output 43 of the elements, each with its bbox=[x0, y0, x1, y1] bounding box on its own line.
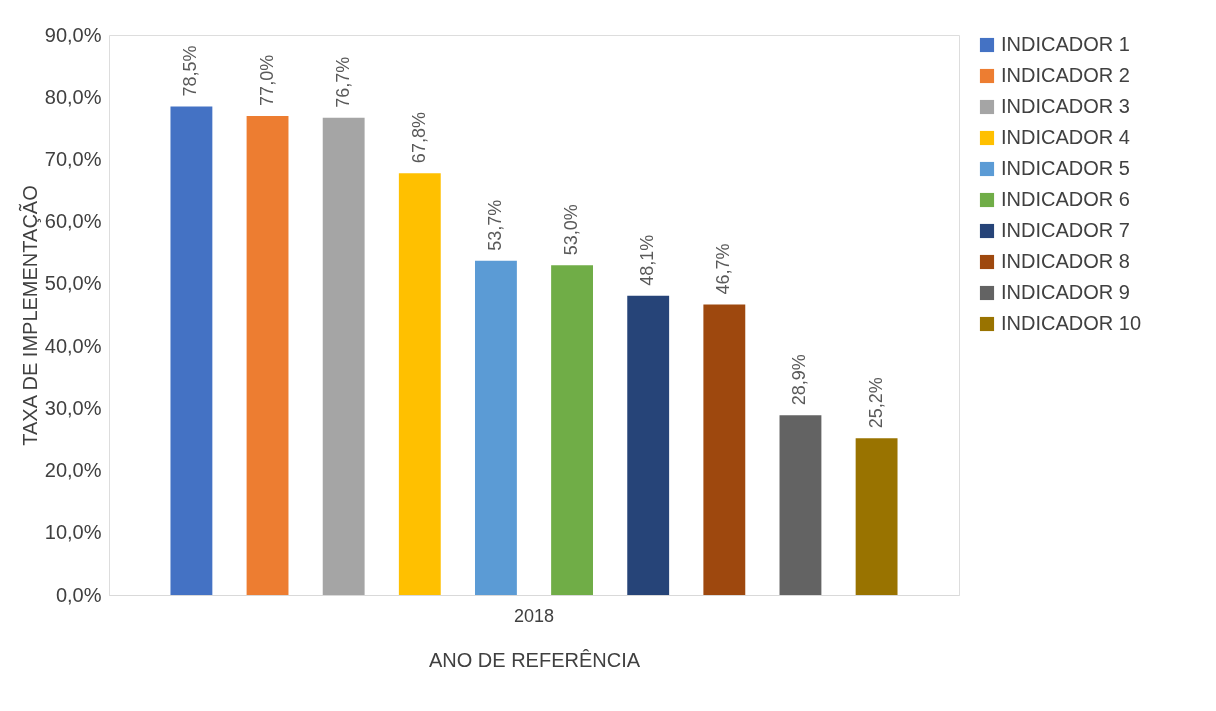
legend-label: INDICADOR 5 bbox=[1001, 157, 1130, 179]
y-tick-label: 70,0% bbox=[44, 147, 102, 170]
bar bbox=[398, 173, 441, 595]
data-label: 53,7% bbox=[484, 199, 505, 251]
legend-label: INDICADOR 7 bbox=[1001, 219, 1130, 241]
y-tick-label: 80,0% bbox=[44, 85, 102, 108]
legend-label: INDICADOR 4 bbox=[1001, 126, 1130, 148]
bar bbox=[246, 115, 289, 595]
data-label: 67,8% bbox=[408, 112, 429, 164]
y-tick-label: 90,0% bbox=[44, 23, 102, 46]
data-label: 76,7% bbox=[332, 56, 353, 108]
legend-label: INDICADOR 9 bbox=[1001, 281, 1130, 303]
data-label: 53,0% bbox=[561, 204, 582, 256]
y-tick-label: 0,0% bbox=[55, 583, 102, 606]
y-tick-label: 30,0% bbox=[44, 396, 102, 419]
data-label: 25,2% bbox=[865, 377, 886, 429]
data-label: 48,1% bbox=[637, 234, 658, 286]
legend-label: INDICADOR 3 bbox=[1001, 95, 1130, 117]
data-label: 77,0% bbox=[256, 54, 277, 106]
x-axis-title: ANO DE REFERÊNCIA bbox=[428, 648, 641, 671]
bar bbox=[170, 106, 213, 595]
legend-label: INDICADOR 6 bbox=[1001, 188, 1130, 210]
legend-label: INDICADOR 8 bbox=[1001, 250, 1130, 272]
y-tick-label: 40,0% bbox=[44, 334, 102, 357]
bar bbox=[551, 265, 593, 595]
x-tick-label: 2018 bbox=[513, 605, 555, 626]
bar bbox=[322, 117, 365, 595]
legend-label: INDICADOR 2 bbox=[1001, 64, 1130, 86]
bar bbox=[475, 260, 517, 595]
bar bbox=[855, 438, 898, 595]
y-tick-label: 60,0% bbox=[44, 210, 102, 233]
data-label: 78,5% bbox=[180, 45, 201, 97]
data-label: 28,9% bbox=[789, 354, 810, 406]
legend-label: INDICADOR 1 bbox=[1001, 33, 1130, 55]
bar bbox=[779, 415, 822, 595]
bar bbox=[703, 304, 746, 595]
data-label: 46,7% bbox=[713, 243, 734, 295]
y-tick-label: 20,0% bbox=[44, 459, 102, 482]
y-axis-title: TAXA DE IMPLEMENTAÇÃO bbox=[17, 185, 41, 446]
legend-label: INDICADOR 10 bbox=[1001, 312, 1142, 334]
y-tick-label: 10,0% bbox=[44, 521, 102, 544]
y-tick-label: 50,0% bbox=[44, 272, 102, 295]
bar bbox=[627, 295, 670, 595]
